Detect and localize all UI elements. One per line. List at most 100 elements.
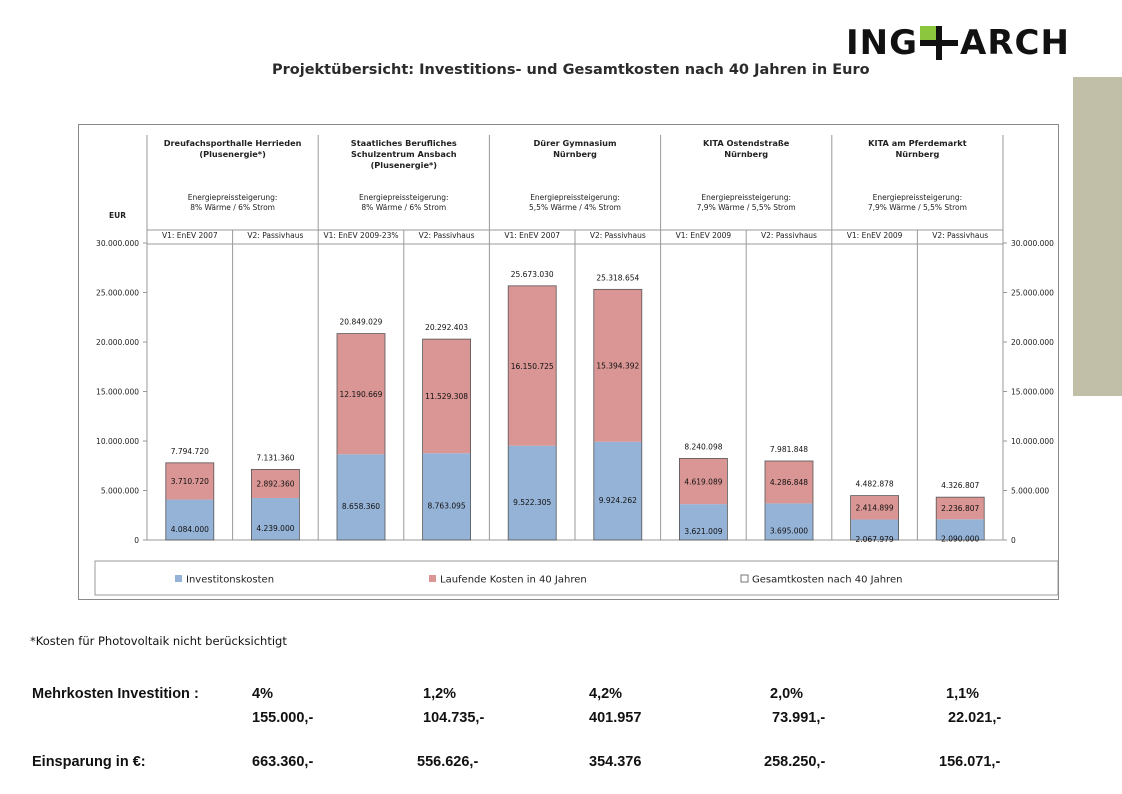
chart-frame: Dreufachsporthalle Herrieden (Plusenergie… xyxy=(78,124,1059,600)
data-label-laufende-kosten: 15.394.392 xyxy=(596,362,639,371)
data-label-investitionskosten: 4.084.000 xyxy=(171,525,209,534)
bar-gesamtkosten-outline xyxy=(764,460,814,541)
logo-text-right: ARCH xyxy=(960,23,1070,63)
bar-gesamtkosten-outline xyxy=(679,458,728,541)
bar-investitionskosten xyxy=(422,453,471,540)
bar-laufende-kosten xyxy=(679,458,728,505)
energy-price-label: Energiepreissteigerung: xyxy=(359,193,449,202)
data-label-gesamtkosten: 4.326.807 xyxy=(941,481,979,490)
legend-box xyxy=(94,560,1059,596)
bar-investitionskosten xyxy=(165,499,214,540)
data-label-gesamtkosten: 20.849.029 xyxy=(340,318,383,327)
legend-swatch xyxy=(429,575,436,582)
y-tick-label-right: 25.000.000 xyxy=(1011,289,1054,298)
data-label-laufende-kosten: 3.710.720 xyxy=(171,477,209,486)
data-label-laufende-kosten: 4.286.848 xyxy=(770,478,808,487)
side-accent-bar xyxy=(1073,77,1122,396)
bar-gesamtkosten-outline xyxy=(935,496,985,541)
mehrkosten-percent: 2,0% xyxy=(770,686,804,702)
legend-label: Gesamtkosten nach 40 Jahren xyxy=(752,575,902,586)
y-tick-label-left: 15.000.000 xyxy=(96,388,139,397)
project-name: KITA Ostendstraße xyxy=(703,138,790,148)
project-name: (Plusenergie*) xyxy=(371,160,438,170)
bar-laufende-kosten xyxy=(251,469,300,499)
category-label: V2: Passivhaus xyxy=(932,231,988,240)
bar-investitionskosten xyxy=(679,504,728,540)
bar-laufende-kosten xyxy=(936,497,985,520)
data-label-laufende-kosten: 2.892.360 xyxy=(256,480,294,489)
energy-price-label: 7,9% Wärme / 5,5% Strom xyxy=(697,203,796,212)
data-label-laufende-kosten: 2.236.807 xyxy=(941,504,979,513)
bar-investitionskosten xyxy=(508,445,557,540)
energy-price-label: 8% Wärme / 6% Strom xyxy=(190,203,275,212)
mehrkosten-percent: 4% xyxy=(252,686,273,702)
mehrkosten-amount: 401.957 xyxy=(589,710,642,726)
legend-label: Laufende Kosten in 40 Jahren xyxy=(440,575,587,586)
y-tick-label-left: 25.000.000 xyxy=(96,289,139,298)
bar-gesamtkosten-outline xyxy=(593,288,643,541)
einsparung-amount: 156.071,- xyxy=(939,754,1001,770)
project-name: Staatliches Berufliches xyxy=(351,138,457,148)
bar-laufende-kosten xyxy=(765,460,813,504)
bar-laufende-kosten xyxy=(165,462,214,500)
energy-price-label: Energiepreissteigerung: xyxy=(188,193,278,202)
mehrkosten-amount: 155.000,- xyxy=(252,710,314,726)
energy-price-label: 8% Wärme / 6% Strom xyxy=(361,203,446,212)
data-label-gesamtkosten: 4.482.878 xyxy=(856,480,894,489)
category-label: V1: EnEV 2007 xyxy=(162,231,218,240)
data-label-laufende-kosten: 11.529.308 xyxy=(425,392,468,401)
project-name: Nürnberg xyxy=(895,149,939,159)
category-label: V2: Passivhaus xyxy=(761,231,817,240)
category-label: V1: EnEV 2007 xyxy=(504,231,560,240)
data-label-laufende-kosten: 4.619.089 xyxy=(684,477,722,486)
page-title: Projektübersicht: Investitions- und Gesa… xyxy=(272,62,870,78)
bar-investitionskosten xyxy=(936,519,985,540)
energy-price-label: 5,5% Wärme / 4% Strom xyxy=(529,203,621,212)
bar-laufende-kosten xyxy=(508,285,557,446)
data-label-investitionskosten: 2.090.000 xyxy=(941,535,979,544)
summary-row1-label: Mehrkosten Investition : xyxy=(32,686,199,702)
data-label-gesamtkosten: 20.292.403 xyxy=(425,323,468,332)
bar-laufende-kosten xyxy=(850,495,899,520)
bar-investitionskosten xyxy=(251,498,300,540)
project-name: Nürnberg xyxy=(553,149,597,159)
category-label: V2: Passivhaus xyxy=(247,231,303,240)
energy-price-label: Energiepreissteigerung: xyxy=(530,193,620,202)
bar-laufende-kosten xyxy=(422,339,471,454)
bar-investitionskosten xyxy=(593,441,642,540)
data-label-laufende-kosten: 16.150.725 xyxy=(511,362,554,371)
project-name: (Plusenergie*) xyxy=(199,149,266,159)
bar-investitionskosten xyxy=(337,454,385,540)
mehrkosten-amount: 22.021,- xyxy=(948,710,1002,726)
bar-gesamtkosten-outline xyxy=(422,338,472,541)
project-name: Schulzentrum Ansbach xyxy=(351,149,457,159)
data-label-investitionskosten: 4.239.000 xyxy=(256,524,294,533)
y-tick-label-right: 15.000.000 xyxy=(1011,388,1054,397)
bar-laufende-kosten xyxy=(337,333,385,455)
y-tick-label-right: 20.000.000 xyxy=(1011,338,1054,347)
y-tick-label-right: 30.000.000 xyxy=(1011,239,1054,248)
data-label-gesamtkosten: 7.981.848 xyxy=(770,445,808,454)
data-label-investitionskosten: 2.067.979 xyxy=(856,535,894,544)
summary-row3-label: Einsparung in €: xyxy=(32,754,146,770)
category-label: V1: EnEV 2009 xyxy=(676,231,732,240)
einsparung-amount: 556.626,- xyxy=(417,754,479,770)
y-tick-label-right: 0 xyxy=(1011,536,1016,545)
legend-label: Investitonskosten xyxy=(186,575,274,586)
mehrkosten-amount: 104.735,- xyxy=(423,710,485,726)
energy-price-label: Energiepreissteigerung: xyxy=(701,193,791,202)
company-logo: ING ARCH xyxy=(846,23,1070,63)
mehrkosten-amount: 73.991,- xyxy=(772,710,826,726)
plus-icon xyxy=(920,26,959,60)
stacked-bar-chart: Dreufachsporthalle Herrieden(Plusenergie… xyxy=(94,135,1059,596)
data-label-investitionskosten: 9.522.305 xyxy=(513,498,551,507)
category-label: V2: Passivhaus xyxy=(419,231,475,240)
energy-price-label: Energiepreissteigerung: xyxy=(873,193,963,202)
logo-text-left: ING xyxy=(846,23,919,63)
bar-investitionskosten xyxy=(765,503,813,540)
y-tick-label-right: 10.000.000 xyxy=(1011,437,1054,446)
einsparung-amount: 354.376 xyxy=(589,754,642,770)
y-axis-unit-label: EUR xyxy=(109,211,126,220)
bar-gesamtkosten-outline xyxy=(507,285,557,541)
y-tick-label-right: 5.000.000 xyxy=(1011,487,1049,496)
